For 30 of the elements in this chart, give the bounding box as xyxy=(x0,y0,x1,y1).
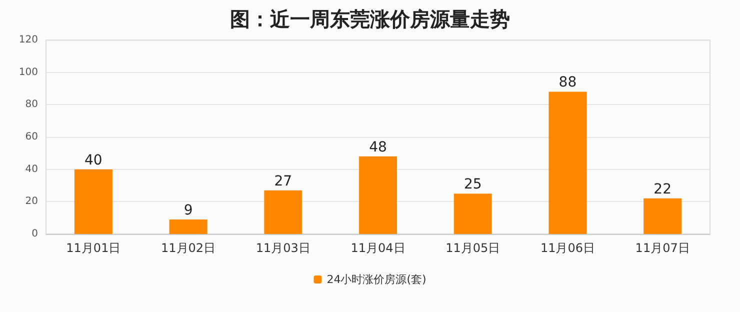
x-tick-label: 11月05日 xyxy=(446,241,500,255)
x-tick-label: 11月03日 xyxy=(256,241,310,255)
x-tick-label: 11月06日 xyxy=(540,241,595,255)
x-tick-label: 11月01日 xyxy=(66,241,121,255)
bar xyxy=(454,194,492,234)
y-tick-label: 40 xyxy=(25,164,38,175)
bar xyxy=(359,156,397,234)
y-tick-label: 60 xyxy=(25,132,38,142)
data-label: 9 xyxy=(184,202,193,218)
data-label: 48 xyxy=(369,139,387,156)
y-tick-label: 120 xyxy=(18,34,38,46)
chart-title: 图：近一周东莞涨价房源量走势 xyxy=(230,7,510,31)
x-tick-label: 11月07日 xyxy=(635,241,690,255)
x-tick-label: 11月02日 xyxy=(161,241,216,255)
legend-label: 24小时涨价房源(套) xyxy=(326,273,426,286)
y-tick-label: 0 xyxy=(32,228,38,240)
x-tick-label: 11月04日 xyxy=(350,241,406,255)
data-label: 27 xyxy=(274,173,292,190)
data-label: 40 xyxy=(84,152,102,168)
bar xyxy=(264,190,302,234)
data-label: 25 xyxy=(464,176,482,193)
bar xyxy=(644,198,682,234)
bar xyxy=(548,92,587,234)
bar xyxy=(74,169,112,234)
data-label: 22 xyxy=(654,181,672,198)
data-label: 88 xyxy=(558,74,577,91)
y-tick-label: 80 xyxy=(25,99,38,110)
bar xyxy=(169,219,208,234)
y-tick-label: 100 xyxy=(18,66,38,78)
y-tick-label: 20 xyxy=(25,196,38,208)
